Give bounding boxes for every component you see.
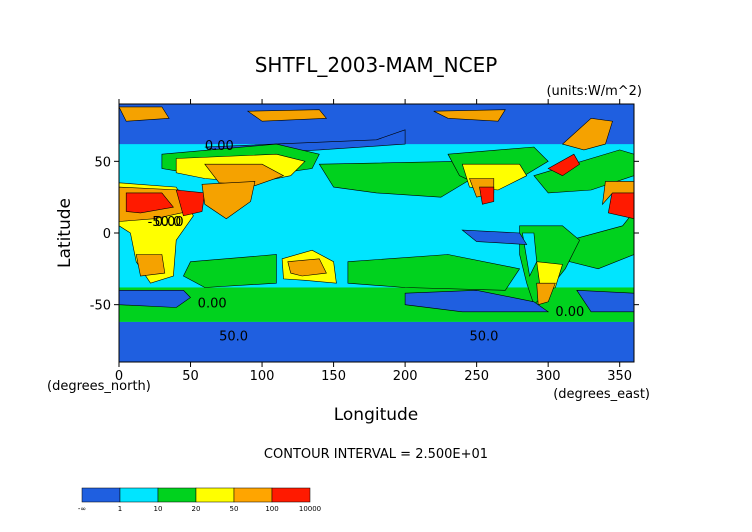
colorbar-swatch [119, 487, 159, 503]
colorbar-label: 100 [265, 505, 278, 513]
field-arabia-red [175, 189, 206, 217]
x-axis-title: Longitude [334, 405, 419, 425]
field-southern-negative-3 [576, 289, 634, 313]
colorbar-swatch [233, 487, 273, 503]
field-arctic-orange-3 [433, 109, 506, 122]
x-unit-label: (degrees_east) [553, 387, 650, 402]
field-north-atlantic-red [547, 153, 580, 177]
colorbar-swatch [271, 487, 311, 503]
y-axis: -50 0 50 [90, 155, 639, 314]
contour-label: -50.0 [148, 215, 182, 230]
field-southern-negative-2 [404, 289, 550, 313]
x-tick-label: 100 [250, 369, 275, 384]
x-tick-label: 200 [393, 369, 418, 384]
units-label: (units:W/m^2) [546, 84, 642, 99]
field-arctic-orange-2 [246, 109, 328, 122]
contour-label: 0.00 [155, 215, 184, 230]
field-australia-orange [287, 258, 327, 277]
field-greenland-orange [561, 117, 613, 151]
field-antarctic-negative [119, 321, 634, 362]
colorbar-swatch [81, 487, 121, 503]
field-west-africa-orange [602, 181, 634, 206]
colorbar-label: 1 [118, 505, 122, 513]
field-asia-orange [204, 163, 285, 187]
chart-title: SHTFL_2003-MAM_NCEP [255, 53, 498, 77]
field-india-orange [201, 181, 256, 220]
field-tropical-atlantic-green [569, 211, 634, 270]
field-patagonia-orange [536, 282, 556, 306]
field-southern-negative-1 [119, 289, 191, 308]
y-tick-label: -50 [90, 299, 111, 314]
x-tick-label: 0 [115, 369, 123, 384]
colorbar-label: 10000 [299, 505, 321, 513]
colorbar-label: 10 [154, 505, 163, 513]
field-sahara-red [125, 192, 174, 214]
colorbar-swatch [157, 487, 197, 503]
field-south-pacific-green [347, 254, 521, 291]
colorbar: -∞ 1 10 20 50 100 10000 [78, 487, 321, 513]
colorbar-label: 20 [192, 505, 201, 513]
y-tick-label: 50 [94, 155, 111, 170]
contour-label: 0.00 [198, 297, 227, 312]
x-tick-label: 250 [464, 369, 489, 384]
y-tick-label: 0 [103, 227, 111, 242]
colorbar-label: 50 [230, 505, 239, 513]
field-equator-negative [461, 229, 528, 245]
x-tick-label: 50 [182, 369, 199, 384]
y-unit-label: (degrees_north) [47, 379, 151, 394]
x-axis: 0 50 100 150 200 250 300 350 [115, 99, 632, 384]
contour-interval-text: CONTOUR INTERVAL = 2.500E+01 [264, 447, 488, 462]
field-mexico-red [479, 186, 495, 205]
field-arctic-orange-1 [119, 106, 170, 122]
field-indian-ocean-green [183, 254, 277, 288]
field-africa-south-orange [135, 254, 166, 277]
contour-label: 50.0 [219, 330, 248, 345]
x-tick-label: 150 [321, 369, 346, 384]
y-axis-title: Latitude [55, 198, 75, 268]
colorbar-swatch [195, 487, 235, 503]
x-tick-label: 350 [607, 369, 632, 384]
contour-label: 0.00 [205, 139, 234, 154]
contour-label: 0.00 [555, 305, 584, 320]
contour-label: 50.0 [469, 330, 498, 345]
x-tick-label: 300 [536, 369, 561, 384]
colorbar-label: -∞ [78, 505, 86, 513]
field-arctic-negative [119, 104, 634, 145]
